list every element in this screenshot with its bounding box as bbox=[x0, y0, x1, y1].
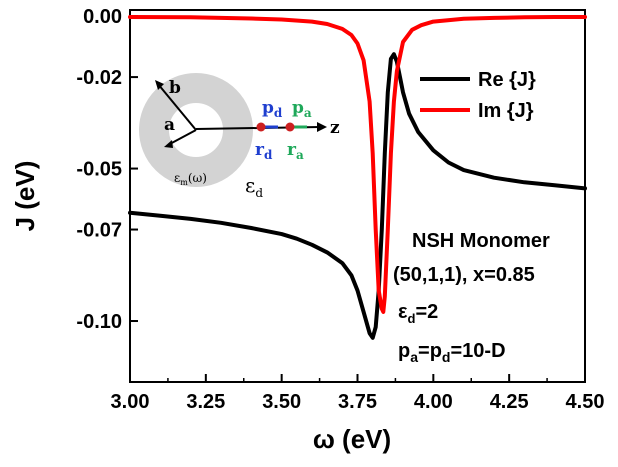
x-tick-label: 4.50 bbox=[566, 391, 605, 413]
label-a: a bbox=[164, 115, 175, 135]
annotation-line4: pa=pd=10-D bbox=[398, 340, 506, 365]
annotation-line1: NSH Monomer bbox=[412, 230, 550, 252]
annotation-line3: εd=2 bbox=[398, 301, 438, 326]
label-rd-main: r bbox=[255, 140, 265, 160]
legend-label-re: Re {J} bbox=[478, 69, 536, 91]
x-tick-label: 3.75 bbox=[338, 391, 377, 413]
pd-p: =p bbox=[418, 340, 442, 362]
x-tick-label: 4.25 bbox=[490, 391, 529, 413]
y-tick-label: 0.00 bbox=[83, 6, 122, 28]
x-axis-title: ω (eV) bbox=[313, 424, 391, 454]
nanoshell-ring bbox=[139, 73, 253, 187]
label-ra-sub: a bbox=[296, 148, 304, 162]
annotation-block: NSH Monomer (50,1,1), x=0.85 εd=2 pa=pd=… bbox=[393, 230, 550, 365]
label-rd-sub: d bbox=[264, 148, 273, 162]
series-line-re-j bbox=[128, 52, 587, 340]
legend-label-im: Im {J} bbox=[478, 100, 534, 122]
x-tick-labels: 3.00 3.25 3.50 3.75 4.00 4.25 4.50 bbox=[111, 391, 605, 413]
radius-b-arrowhead bbox=[155, 80, 164, 90]
donor-dot bbox=[256, 122, 266, 132]
legend: Re {J} Im {J} bbox=[420, 69, 536, 122]
label-em-main: ε bbox=[174, 171, 180, 185]
inset-schematic: b a z pd pa rd ra εm(ω) εd bbox=[139, 73, 340, 200]
label-em-rest: (ω) bbox=[188, 171, 207, 185]
dipole-value: =10-D bbox=[450, 340, 505, 362]
label-ed-sub: d bbox=[255, 186, 263, 200]
label-pd: pd bbox=[262, 98, 283, 120]
acceptor-dot bbox=[285, 122, 295, 132]
label-ed-main: ε bbox=[245, 173, 255, 197]
y-tick-labels: 0.00 -0.02 -0.05 -0.07 -0.10 bbox=[76, 6, 122, 333]
label-b: b bbox=[169, 78, 181, 98]
label-pa-sub: a bbox=[304, 106, 312, 120]
x-tick-label: 3.00 bbox=[111, 391, 150, 413]
label-em: εm(ω) bbox=[174, 171, 207, 187]
label-pd-main: p bbox=[262, 98, 274, 118]
x-tick-label: 4.00 bbox=[414, 391, 453, 413]
pa-sub: a bbox=[410, 349, 418, 365]
label-ed: εd bbox=[245, 173, 263, 200]
annotation-line2: (50,1,1), x=0.85 bbox=[393, 264, 535, 286]
epsilon-value: =2 bbox=[415, 301, 438, 323]
x-tick-label: 3.50 bbox=[262, 391, 301, 413]
radius-a-line bbox=[167, 129, 197, 146]
radius-a-arrowhead bbox=[164, 140, 173, 148]
label-ra: ra bbox=[287, 140, 304, 162]
plot-frame bbox=[129, 9, 586, 383]
y-axis-title: J (eV) bbox=[10, 161, 40, 232]
series-layer bbox=[128, 15, 587, 340]
label-rd: rd bbox=[255, 140, 273, 162]
x-tick-label: 3.25 bbox=[186, 391, 225, 413]
label-pa-main: p bbox=[292, 98, 304, 118]
z-axis-arrowhead bbox=[317, 122, 327, 132]
y-tick-label: -0.07 bbox=[76, 220, 122, 242]
label-ra-main: r bbox=[287, 140, 297, 160]
pa-p: p bbox=[398, 340, 410, 362]
pd-sub: d bbox=[442, 349, 451, 365]
label-z: z bbox=[330, 118, 340, 138]
series-line-im-j bbox=[128, 15, 587, 314]
epsilon-symbol: ε bbox=[398, 301, 408, 323]
epsilon-sub: d bbox=[408, 311, 416, 326]
y-tick-label: -0.05 bbox=[76, 159, 122, 181]
label-pa: pa bbox=[292, 98, 312, 120]
label-pd-sub: d bbox=[274, 106, 283, 120]
radius-b-line bbox=[157, 83, 197, 131]
y-tick-label: -0.10 bbox=[76, 311, 122, 333]
y-tick-label: -0.02 bbox=[76, 67, 122, 89]
label-em-sub: m bbox=[180, 178, 188, 187]
